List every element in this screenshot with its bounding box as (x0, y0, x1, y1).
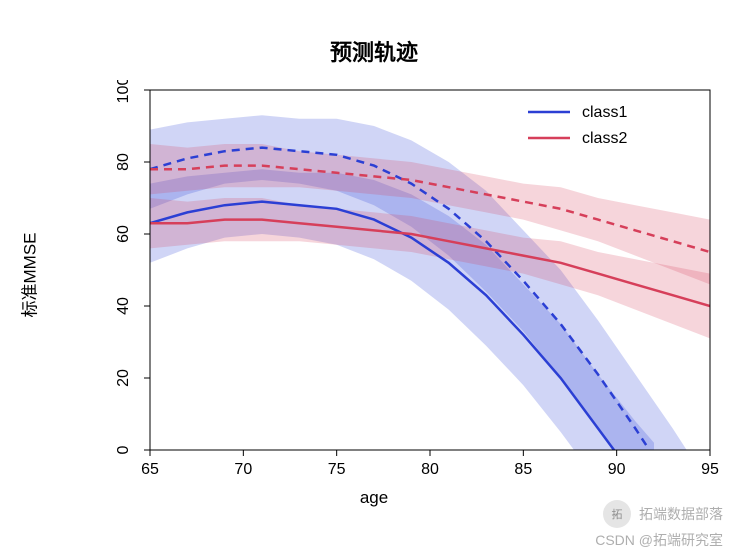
y-tick-label: 40 (115, 297, 132, 315)
x-tick-label: 95 (701, 461, 719, 478)
legend-label-class1: class1 (582, 104, 627, 121)
legend: class1 class2 (528, 104, 627, 147)
chart-container: 预测轨迹 标准MMSE age 65707580859095class1clas… (0, 0, 748, 558)
x-tick-label: 75 (328, 461, 346, 478)
x-tick-label: 65 (141, 461, 159, 478)
watermark-bottom-text: CSDN @拓端研究室 (595, 530, 723, 550)
y-axis-label: 标准MMSE (16, 233, 41, 318)
x-tick-label: 80 (421, 461, 439, 478)
x-tick-label: 90 (608, 461, 626, 478)
y-tick-label: 0 (115, 445, 132, 454)
y-tick-label: 60 (115, 225, 132, 243)
watermark-top-text: 拓端数据部落 (639, 504, 723, 524)
watermark-top: 拓 拓端数据部落 (603, 500, 723, 528)
plot-svg: 65 70 75 80 85 90 95 class1 class2 0 20 40 60 80 100 (100, 80, 740, 500)
x-tick-label: 85 (514, 461, 532, 478)
y-tick-label: 80 (115, 153, 132, 171)
y-tick-label: 100 (115, 80, 132, 103)
x-tick-label: 70 (234, 461, 252, 478)
legend-label-class2: class2 (582, 130, 627, 147)
chart-title: 预测轨迹 (0, 35, 748, 67)
watermark-logo-icon: 拓 (603, 500, 631, 528)
y-tick-label: 20 (115, 369, 132, 387)
